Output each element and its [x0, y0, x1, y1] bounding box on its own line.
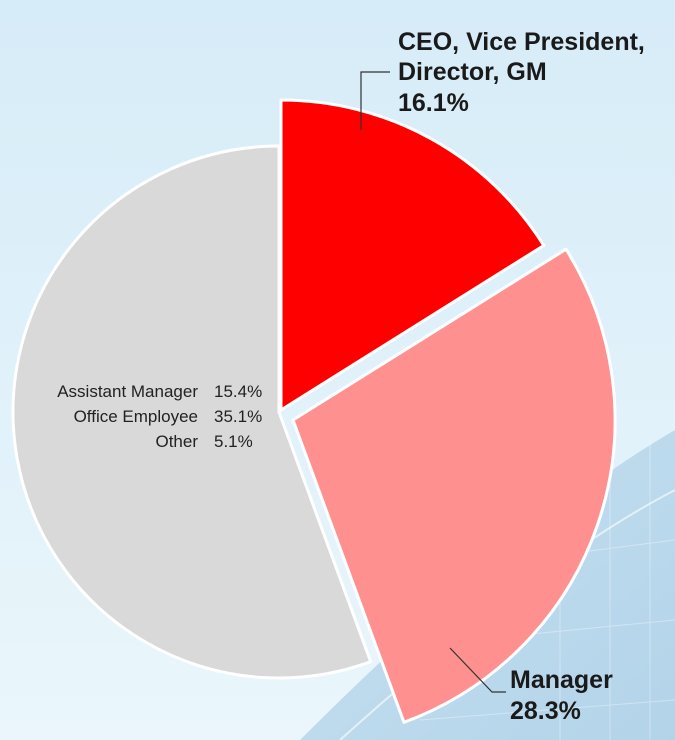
pie-slice-manager	[291, 247, 617, 724]
leader-line-manager	[449, 647, 506, 693]
item-label-other: Other	[155, 432, 198, 451]
pie-slice-ceo	[279, 98, 546, 412]
slice-value-ceo: 16.1%	[398, 89, 469, 117]
pie-slice-others	[11, 144, 373, 680]
slice-label-manager: Manager	[510, 666, 613, 694]
item-label-assistant-manager: Assistant Manager	[57, 382, 198, 401]
slice-label-ceo-line1: CEO, Vice President,	[398, 28, 645, 56]
slice-label-ceo-line2: Director, GM	[398, 58, 547, 86]
slice-value-manager: 28.3%	[510, 697, 581, 725]
leader-lines	[360, 71, 506, 693]
item-value-office-employee: 35.1%	[214, 407, 262, 426]
pie-slices	[11, 98, 617, 724]
item-label-office-employee: Office Employee	[74, 407, 198, 426]
item-value-assistant-manager: 15.4%	[214, 382, 262, 401]
leader-line-ceo	[360, 71, 390, 130]
item-value-other: 5.1%	[214, 432, 253, 451]
